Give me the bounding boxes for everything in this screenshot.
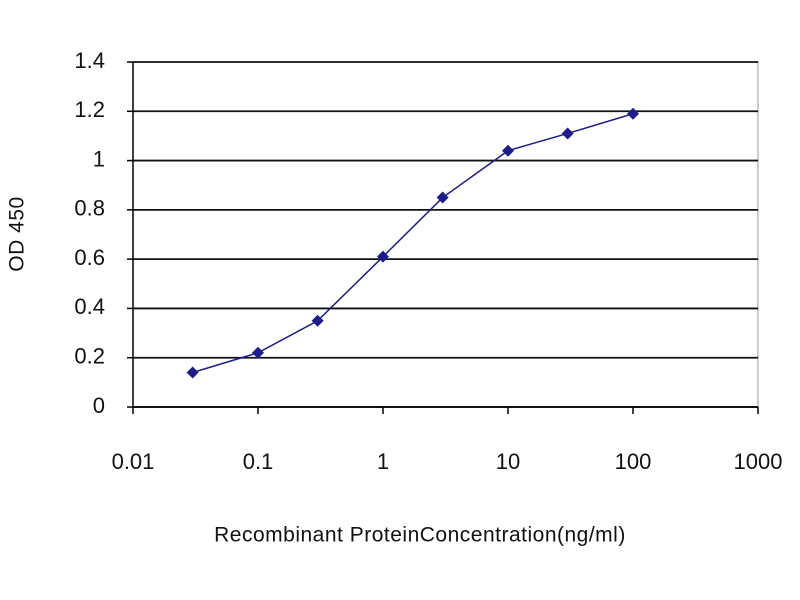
y-tick-label: 0.6: [74, 245, 105, 270]
data-point: [377, 250, 389, 263]
data-point: [561, 127, 574, 140]
data-point: [186, 366, 199, 379]
data-point: [311, 314, 324, 327]
x-axis-label: Recombinant ProteinConcentration(ng/ml): [214, 524, 626, 547]
data-point: [627, 107, 639, 120]
y-tick-label: 0.2: [74, 344, 105, 369]
y-axis-label: OD 450: [6, 196, 29, 271]
plot-area: [132, 61, 759, 408]
y-tick-label: 1: [93, 146, 105, 171]
x-tick-label: 1: [377, 449, 389, 474]
data-point: [502, 144, 514, 157]
y-tick-label: 1.2: [74, 97, 105, 122]
x-tick-label: 100: [615, 449, 652, 474]
y-tick-label: 0.4: [74, 294, 105, 319]
x-tick-label: 0.1: [243, 449, 274, 474]
x-tick-label: 0.01: [112, 449, 155, 474]
y-tick-label: 0.8: [74, 196, 105, 221]
y-tick-label: 0: [93, 393, 105, 418]
data-point: [252, 346, 264, 359]
x-tick-label: 10: [496, 449, 520, 474]
data-line: [192, 113, 634, 374]
y-tick-label: 1.4: [74, 48, 105, 73]
x-tick-label: 1000: [734, 449, 783, 474]
data-point: [436, 191, 449, 204]
